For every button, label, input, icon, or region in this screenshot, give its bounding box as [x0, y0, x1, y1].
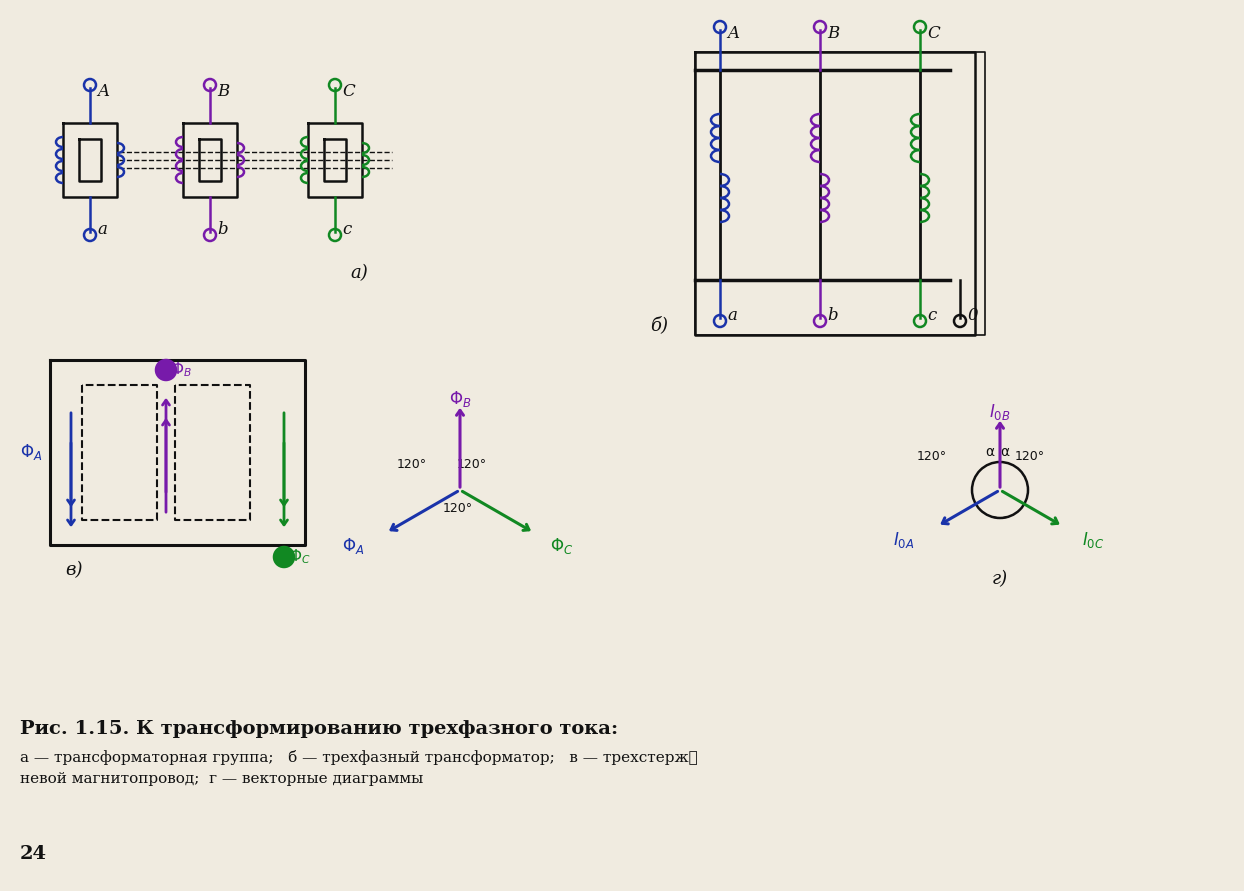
Circle shape	[156, 360, 175, 380]
Text: $I_{0A}$: $I_{0A}$	[893, 530, 914, 550]
Text: г): г)	[991, 570, 1008, 588]
Text: 0: 0	[967, 307, 978, 324]
Text: 120°: 120°	[1015, 450, 1045, 463]
Text: C: C	[342, 83, 355, 100]
Text: 120°: 120°	[397, 458, 427, 471]
Text: c: c	[342, 220, 351, 238]
Text: A: A	[97, 83, 109, 100]
Text: $I_{0B}$: $I_{0B}$	[989, 402, 1011, 422]
Text: а — трансформаторная группа;   б — трехфазный трансформатор;   в — трехстерж‧: а — трансформаторная группа; б — трехфаз…	[20, 750, 698, 765]
Text: $\Phi_A$: $\Phi_A$	[342, 536, 364, 557]
Text: 120°: 120°	[457, 458, 488, 471]
Text: c: c	[927, 307, 937, 324]
Text: 120°: 120°	[917, 450, 947, 463]
Text: b: b	[216, 220, 228, 238]
Text: B: B	[216, 83, 229, 100]
Text: 120°: 120°	[443, 502, 473, 515]
Text: α: α	[985, 445, 994, 459]
Text: a: a	[97, 220, 107, 238]
Text: 24: 24	[20, 845, 47, 863]
Text: A: A	[726, 24, 739, 42]
Text: $\Phi_C$: $\Phi_C$	[550, 536, 573, 557]
Text: невой магнитопровод;  г — векторные диаграммы: невой магнитопровод; г — векторные диагр…	[20, 772, 423, 786]
Text: α: α	[1000, 445, 1010, 459]
Text: a: a	[726, 307, 736, 324]
Text: а): а)	[350, 264, 368, 282]
Circle shape	[274, 547, 294, 567]
Text: $\Phi_A$: $\Phi_A$	[20, 442, 42, 462]
Text: $\Phi_B$: $\Phi_B$	[170, 361, 192, 380]
Text: б): б)	[651, 316, 668, 334]
Text: b: b	[827, 307, 837, 324]
Text: $I_{0C}$: $I_{0C}$	[1082, 530, 1105, 550]
Text: в): в)	[65, 561, 82, 579]
Text: $\Phi_C$: $\Phi_C$	[289, 548, 311, 567]
Text: Рис. 1.15. К трансформированию трехфазного тока:: Рис. 1.15. К трансформированию трехфазно…	[20, 720, 618, 738]
Text: C: C	[927, 24, 939, 42]
Text: $\Phi_B$: $\Phi_B$	[449, 389, 471, 409]
Text: B: B	[827, 24, 840, 42]
